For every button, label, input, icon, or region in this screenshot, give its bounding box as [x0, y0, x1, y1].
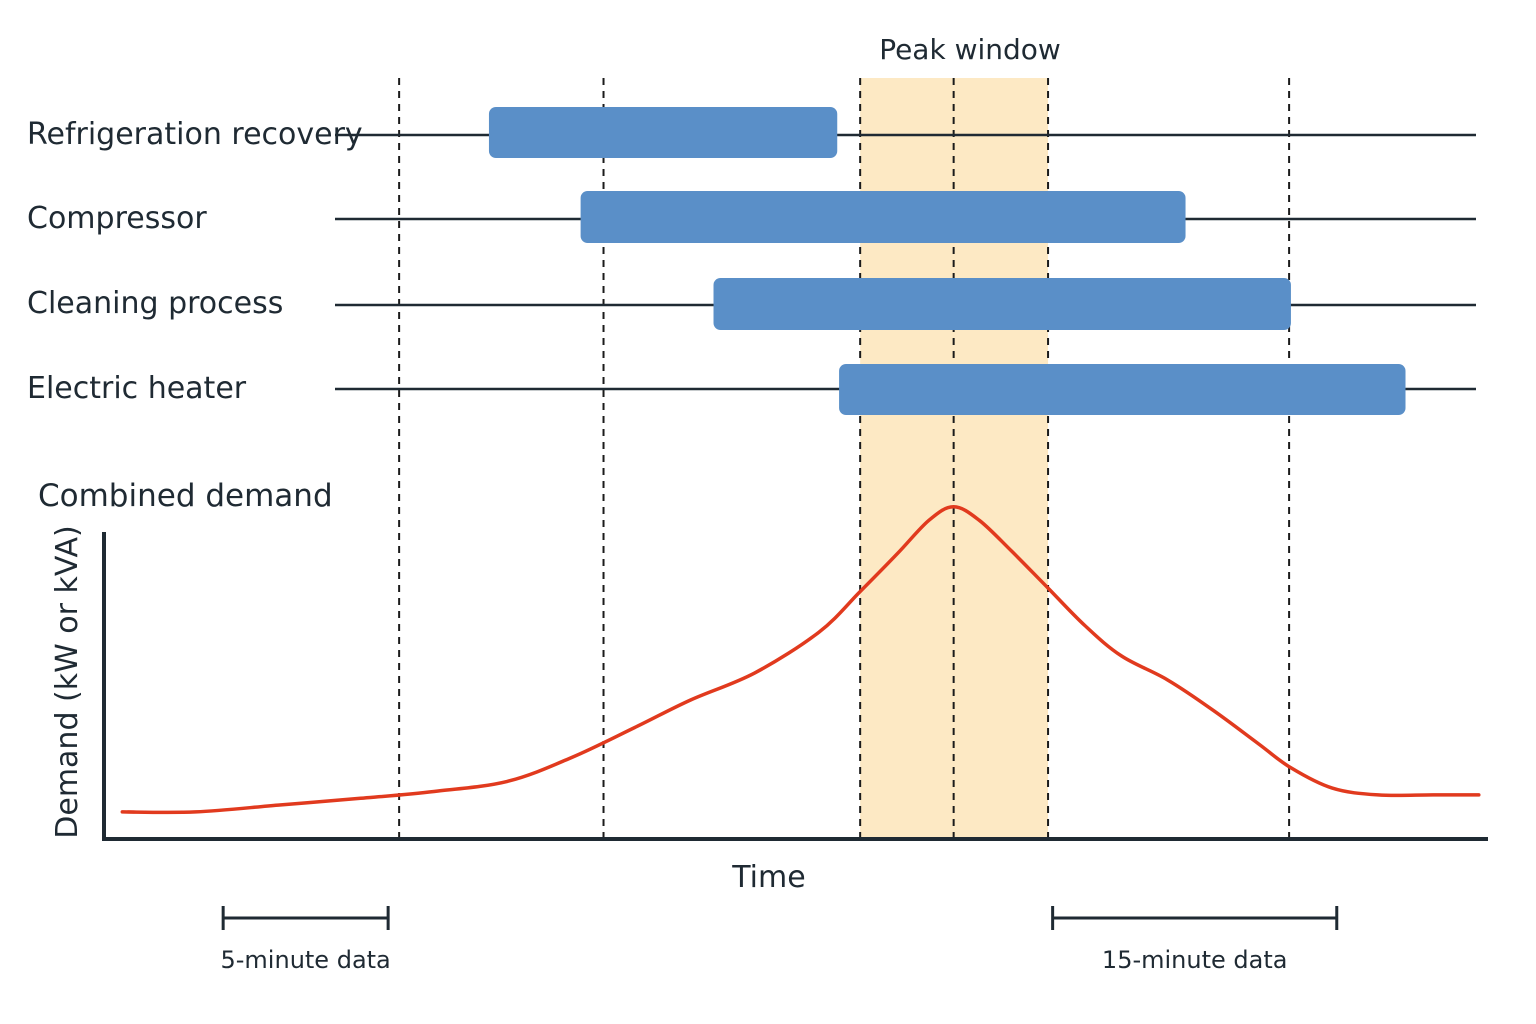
timeline-row-cleaning-process: Cleaning process	[27, 278, 1476, 330]
scale-bar-label-5-minute: 5-minute data	[221, 946, 391, 974]
scale-bar-15-minute: 15-minute data	[1051, 906, 1339, 974]
combined-demand-chart: Combined demand Demand (kW or kVA) Time	[38, 478, 1488, 895]
timeline-row-electric-heater: Electric heater	[27, 364, 1476, 415]
data-interval-scale-bars: 5-minute data 15-minute data	[221, 906, 1339, 974]
scale-bar-5-minute: 5-minute data	[221, 906, 391, 974]
peak-window-label: Peak window	[879, 33, 1061, 66]
y-axis-label: Demand (kW or kVA)	[50, 525, 85, 838]
equipment-timeline: Refrigeration recovery Compressor Cleani…	[27, 107, 1476, 415]
chart-axes	[102, 532, 1488, 841]
timeline-row-compressor: Compressor	[27, 191, 1476, 243]
bar-compressor	[580, 191, 1186, 243]
x-axis-label: Time	[731, 860, 805, 895]
bar-cleaning-process	[713, 278, 1291, 330]
row-label-refrigeration-recovery: Refrigeration recovery	[27, 117, 363, 152]
demand-curve	[120, 505, 1481, 815]
row-label-cleaning-process: Cleaning process	[27, 286, 283, 321]
bar-electric-heater	[839, 364, 1406, 415]
dashed-time-markers	[398, 78, 1291, 837]
scale-bar-label-15-minute: 15-minute data	[1102, 946, 1288, 974]
row-label-electric-heater: Electric heater	[27, 371, 247, 406]
timeline-row-refrigeration-recovery: Refrigeration recovery	[27, 107, 1476, 158]
row-label-compressor: Compressor	[27, 201, 207, 236]
bar-refrigeration-recovery	[488, 107, 838, 158]
chart-title: Combined demand	[38, 478, 333, 514]
